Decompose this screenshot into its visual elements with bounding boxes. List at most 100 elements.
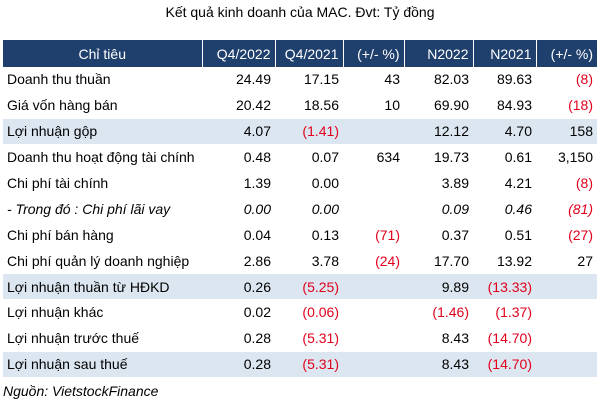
table-header-row: Chỉ tiêu Q4/2022 Q4/2021 (+/- %) N2022 N…	[3, 40, 597, 67]
cell-n2022: 69.90	[404, 92, 473, 119]
cell-q4-2022: 1.39	[202, 170, 275, 197]
cell-change-year	[536, 273, 597, 301]
cell-change-year: (18)	[536, 92, 597, 119]
cell-n2021: 84.93	[473, 92, 536, 119]
cell-change-quarter: 43	[343, 67, 404, 93]
column-header-indicator: Chỉ tiêu	[3, 40, 203, 67]
cell-q4-2022: 0.02	[202, 299, 275, 326]
cell-n2022: 8.43	[404, 351, 473, 378]
column-header-change-year: (+/- %)	[536, 40, 597, 67]
table-row: Giá vốn hàng bán 20.42 18.56 10 69.90 84.93 (1…	[3, 92, 597, 119]
cell-change-quarter	[343, 195, 404, 223]
cell-change-year: (81)	[536, 195, 597, 223]
row-label: Doanh thu hoạt động tài chính	[3, 144, 202, 171]
table-row: Chi phí bán hàng 0.04 0.13 (71) 0.37 0.51 (27)	[3, 221, 597, 249]
cell-q4-2021: (5.25)	[275, 273, 343, 301]
cell-q4-2021: 0.13	[275, 221, 343, 249]
row-label: Chi phí tài chính	[3, 170, 202, 197]
cell-n2022: 0.37	[404, 221, 473, 249]
table-row: Lợi nhuận gộp 4.07 (1.41) 12.12 4.70 158	[3, 118, 597, 145]
cell-q4-2021: (1.41)	[275, 118, 343, 145]
row-label: Giá vốn hàng bán	[3, 92, 202, 119]
cell-change-year	[536, 299, 597, 326]
row-label: Lợi nhuận gộp	[3, 118, 202, 145]
cell-change-quarter	[343, 351, 404, 378]
cell-q4-2022: 24.49	[202, 67, 275, 93]
cell-change-year: (27)	[536, 221, 597, 249]
cell-change-year: 3,150	[536, 144, 597, 171]
cell-n2021: 4.21	[473, 170, 536, 197]
cell-n2021: (13.33)	[473, 273, 536, 301]
cell-q4-2021: (0.06)	[275, 299, 343, 326]
cell-change-quarter	[343, 299, 404, 326]
cell-n2021: (14.70)	[473, 325, 536, 352]
cell-n2021: (14.70)	[473, 351, 536, 378]
cell-n2022: 8.43	[404, 325, 473, 352]
cell-n2022: 3.89	[404, 170, 473, 197]
table-row: Lợi nhuận sau thuế 0.28 (5.31) 8.43 (14.70)	[3, 351, 597, 378]
cell-change-quarter	[343, 273, 404, 301]
column-header-q4-2021: Q4/2021	[275, 40, 344, 67]
cell-q4-2022: 4.07	[202, 118, 275, 145]
cell-change-year: 27	[536, 247, 597, 275]
cell-change-quarter: (24)	[343, 247, 404, 275]
cell-n2021: 0.46	[473, 195, 536, 223]
row-label: - Trong đó : Chi phí lãi vay	[3, 195, 202, 223]
cell-change-year: (8)	[536, 67, 597, 93]
cell-q4-2021: (5.31)	[275, 351, 343, 378]
row-label: Chi phí quản lý doanh nghiệp	[3, 247, 202, 275]
cell-n2021: 0.51	[473, 221, 536, 249]
cell-n2022: 19.73	[404, 144, 473, 171]
table-row: Chi phí tài chính 1.39 0.00 3.89 4.21 (8)	[3, 170, 597, 197]
cell-q4-2021: (5.31)	[275, 325, 343, 352]
row-label: Lợi nhuận trước thuế	[3, 325, 202, 352]
column-header-q4-2022: Q4/2022	[202, 40, 276, 67]
column-header-change-quarter: (+/- %)	[343, 40, 405, 67]
cell-n2022: 12.12	[404, 118, 473, 145]
cell-change-quarter	[343, 170, 404, 197]
table-row: Lợi nhuận thuần từ HĐKD 0.26 (5.25) 9.89 (13…	[3, 273, 597, 301]
cell-n2021: 89.63	[473, 67, 536, 93]
row-label: Lợi nhuận sau thuế	[3, 351, 202, 378]
cell-change-quarter: (71)	[343, 221, 404, 249]
cell-n2022: 0.09	[404, 195, 473, 223]
cell-q4-2021: 0.07	[275, 144, 343, 171]
cell-q4-2022: 2.86	[202, 247, 275, 275]
cell-q4-2021: 18.56	[275, 92, 343, 119]
cell-q4-2021: 3.78	[275, 247, 343, 275]
cell-q4-2022: 0.28	[202, 325, 275, 352]
row-label: Doanh thu thuần	[3, 67, 202, 93]
row-label: Chi phí bán hàng	[3, 221, 202, 249]
cell-q4-2021: 17.15	[275, 67, 343, 93]
table-row: Doanh thu hoạt động tài chính 0.48 0.07 634…	[3, 144, 597, 171]
table-row: - Trong đó : Chi phí lãi vay 0.00 0.00 0.09…	[3, 195, 597, 223]
source-note: Nguồn: VietstockFinance	[3, 383, 159, 399]
row-label: Lợi nhuận khác	[3, 299, 202, 326]
cell-change-year	[536, 325, 597, 352]
cell-n2021: 13.92	[473, 247, 536, 275]
cell-change-quarter: 634	[343, 144, 404, 171]
cell-q4-2022: 20.42	[202, 92, 275, 119]
cell-change-year: 158	[536, 118, 597, 145]
cell-n2022: 82.03	[404, 67, 473, 93]
table-row: Doanh thu thuần 24.49 17.15 43 82.03 89.63 (8)	[3, 67, 597, 93]
cell-q4-2022: 0.04	[202, 221, 275, 249]
table-row: Lợi nhuận khác 0.02 (0.06) (1.46) (1.37)	[3, 299, 597, 326]
cell-change-quarter: 10	[343, 92, 404, 119]
cell-change-year	[536, 351, 597, 378]
cell-n2021: 4.70	[473, 118, 536, 145]
cell-change-quarter	[343, 325, 404, 352]
cell-q4-2021: 0.00	[275, 195, 343, 223]
cell-q4-2021: 0.00	[275, 170, 343, 197]
table-row: Lợi nhuận trước thuế 0.28 (5.31) 8.43 (14.70…	[3, 325, 597, 352]
cell-n2021: 0.61	[473, 144, 536, 171]
table-title: Kết quả kinh doanh của MAC. Đvt: Tỷ đồng	[165, 4, 435, 20]
cell-n2022: 17.70	[404, 247, 473, 275]
cell-q4-2022: 0.00	[202, 195, 275, 223]
cell-q4-2022: 0.26	[202, 273, 275, 301]
row-label: Lợi nhuận thuần từ HĐKD	[3, 273, 202, 301]
cell-q4-2022: 0.28	[202, 351, 275, 378]
cell-change-year: (8)	[536, 170, 597, 197]
cell-n2022: (1.46)	[404, 299, 473, 326]
cell-n2021: (1.37)	[473, 299, 536, 326]
